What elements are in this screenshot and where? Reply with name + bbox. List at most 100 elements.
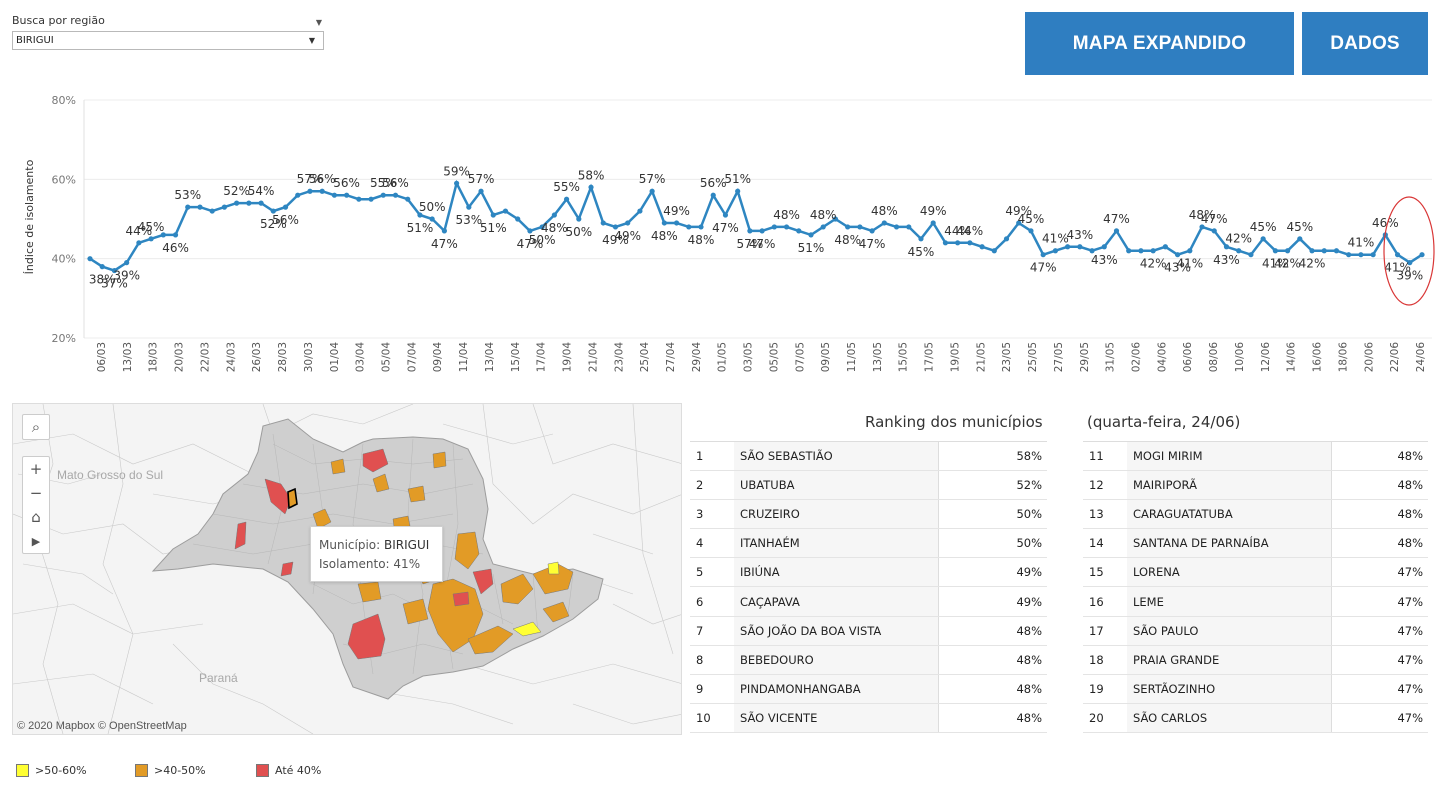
data-point[interactable] xyxy=(307,188,313,194)
data-point[interactable] xyxy=(1150,248,1156,254)
data-point[interactable] xyxy=(563,196,570,202)
data-point[interactable] xyxy=(686,224,692,230)
data-button[interactable]: DADOS xyxy=(1302,12,1428,75)
data-point[interactable] xyxy=(1260,236,1266,242)
data-point[interactable] xyxy=(1028,228,1034,234)
birigui-highlight[interactable] xyxy=(287,487,298,510)
data-point[interactable] xyxy=(759,228,765,234)
data-point[interactable] xyxy=(893,224,900,230)
zoom-in-icon[interactable]: + xyxy=(29,460,43,478)
table-row[interactable]: 11 MOGI MIRIM 48% xyxy=(1083,442,1428,472)
expanded-map-button[interactable]: MAPA EXPANDIDO xyxy=(1025,12,1294,75)
data-point[interactable] xyxy=(576,216,582,222)
data-point[interactable] xyxy=(661,220,667,226)
data-point[interactable] xyxy=(637,208,643,214)
data-point[interactable] xyxy=(356,196,362,202)
data-point[interactable] xyxy=(331,192,338,198)
data-point[interactable] xyxy=(1223,244,1230,250)
data-point[interactable] xyxy=(258,200,264,206)
data-point[interactable] xyxy=(1040,252,1046,258)
sao-paulo-map[interactable]: Mato Grosso do Sul Paraná ⌕ + − ⌂ ▶ Muni… xyxy=(12,403,682,735)
data-point[interactable] xyxy=(1052,248,1058,254)
data-point[interactable] xyxy=(1187,248,1193,254)
data-point[interactable] xyxy=(1297,236,1303,242)
table-row[interactable]: 15 LORENA 47% xyxy=(1083,558,1428,588)
table-row[interactable]: 20 SÃO CARLOS 47% xyxy=(1083,703,1428,733)
data-point[interactable] xyxy=(649,188,655,194)
data-point[interactable] xyxy=(197,204,203,210)
data-point[interactable] xyxy=(1065,244,1071,250)
table-row[interactable]: 18 PRAIA GRANDE 47% xyxy=(1083,645,1428,675)
table-row[interactable]: 8 BEBEDOURO 48% xyxy=(690,645,1047,675)
table-row[interactable]: 1 SÃO SEBASTIÃO 58% xyxy=(690,442,1047,472)
table-row[interactable]: 13 CARAGUATATUBA 48% xyxy=(1083,500,1428,530)
data-point[interactable] xyxy=(1284,248,1291,254)
data-point[interactable] xyxy=(111,267,118,274)
data-point[interactable] xyxy=(282,204,289,210)
table-row[interactable]: 7 SÃO JOÃO DA BOA VISTA 48% xyxy=(690,616,1047,646)
data-point[interactable] xyxy=(136,240,142,246)
data-point[interactable] xyxy=(1113,228,1120,234)
data-point[interactable] xyxy=(380,192,386,198)
data-point[interactable] xyxy=(270,208,276,214)
data-point[interactable] xyxy=(771,224,777,230)
data-point[interactable] xyxy=(246,200,252,206)
data-point[interactable] xyxy=(942,240,949,246)
data-point[interactable] xyxy=(1003,236,1010,242)
data-point[interactable] xyxy=(673,220,680,226)
data-point[interactable] xyxy=(160,232,166,238)
data-point[interactable] xyxy=(1211,228,1217,234)
data-point[interactable] xyxy=(1101,244,1107,250)
data-point[interactable] xyxy=(588,184,594,190)
data-point[interactable] xyxy=(490,212,496,218)
data-point[interactable] xyxy=(1138,248,1144,254)
data-point[interactable] xyxy=(869,228,875,234)
table-row[interactable]: 16 LEME 47% xyxy=(1083,587,1428,617)
data-point[interactable] xyxy=(1321,248,1327,254)
map-attribution[interactable]: © 2020 Mapbox © OpenStreetMap xyxy=(17,720,187,732)
data-point[interactable] xyxy=(832,216,839,222)
search-icon[interactable]: ⌕ xyxy=(31,418,41,436)
data-point[interactable] xyxy=(845,224,851,230)
data-point[interactable] xyxy=(1309,248,1315,254)
data-point[interactable] xyxy=(515,216,521,222)
data-point[interactable] xyxy=(441,228,447,234)
data-point[interactable] xyxy=(148,236,154,242)
zoom-out-icon[interactable]: − xyxy=(29,484,43,502)
data-point[interactable] xyxy=(1358,252,1364,258)
data-point[interactable] xyxy=(625,220,631,226)
data-point[interactable] xyxy=(1272,248,1278,254)
data-point[interactable] xyxy=(344,192,350,198)
table-row[interactable]: 12 MAIRIPORÃ 48% xyxy=(1083,471,1428,501)
table-row[interactable]: 19 SERTÃOZINHO 47% xyxy=(1083,674,1428,704)
table-row[interactable]: 9 PINDAMONHANGABA 48% xyxy=(690,674,1047,704)
data-point[interactable] xyxy=(551,212,557,218)
filter-menu-caret-icon[interactable]: ▼ xyxy=(315,18,322,27)
data-point[interactable] xyxy=(185,204,191,210)
data-point[interactable] xyxy=(1174,252,1181,258)
data-point[interactable] xyxy=(87,256,93,262)
data-point[interactable] xyxy=(429,216,435,222)
data-point[interactable] xyxy=(979,244,985,250)
data-point[interactable] xyxy=(1346,252,1352,258)
data-point[interactable] xyxy=(502,208,509,214)
data-point[interactable] xyxy=(1126,248,1132,254)
data-point[interactable] xyxy=(796,228,802,234)
play-icon[interactable]: ▶ xyxy=(31,534,41,548)
data-point[interactable] xyxy=(1016,220,1022,226)
data-point[interactable] xyxy=(478,188,484,194)
data-point[interactable] xyxy=(783,224,790,230)
data-point[interactable] xyxy=(209,208,215,214)
region-select[interactable]: BIRIGUI ▼ xyxy=(12,31,324,50)
data-point[interactable] xyxy=(1248,252,1254,258)
data-point[interactable] xyxy=(808,232,814,238)
data-point[interactable] xyxy=(124,260,130,266)
data-point[interactable] xyxy=(930,220,936,226)
home-icon[interactable]: ⌂ xyxy=(31,508,41,526)
data-point[interactable] xyxy=(881,220,887,226)
table-row[interactable]: 14 SANTANA DE PARNAÍBA 48% xyxy=(1083,529,1428,559)
data-point[interactable] xyxy=(991,248,997,254)
data-point[interactable] xyxy=(747,228,753,234)
data-point[interactable] xyxy=(1370,252,1376,258)
data-point[interactable] xyxy=(857,224,863,230)
